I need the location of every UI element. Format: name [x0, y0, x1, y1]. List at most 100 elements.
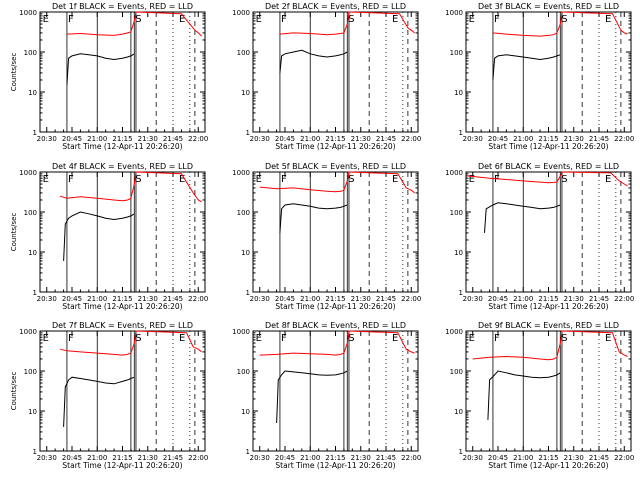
- x-tick-label: 21:30: [351, 454, 371, 462]
- series-line-black: [276, 370, 348, 424]
- y-tick-label: 10: [454, 89, 463, 97]
- panel-title: Det 6f BLACK = Events, RED = LLD: [478, 162, 619, 171]
- plot-frame: [252, 11, 419, 133]
- x-tick-label: 21:45: [376, 135, 396, 143]
- event-marker-label: E: [43, 14, 49, 25]
- series-line-red: [60, 171, 202, 203]
- event-marker-label: E: [179, 14, 185, 25]
- x-tick-label: 21:00: [87, 135, 107, 143]
- x-tick-label: 21:15: [325, 454, 345, 462]
- event-marker-label: F: [68, 14, 74, 25]
- x-tick-label: 22:00: [188, 295, 208, 303]
- event-marker-label: E: [605, 174, 611, 185]
- y-tick-label: 1000: [232, 328, 250, 336]
- x-tick-label: 21:15: [325, 135, 345, 143]
- detector-panel-5: Det 5f BLACK = Events, RED = LLD 1 10 100 10…: [232, 162, 421, 311]
- x-tick-label: 20:30: [250, 135, 270, 143]
- x-axis-label: Start Time (12-Apr-11 20:26:20): [275, 142, 395, 151]
- event-marker-label: F: [281, 174, 287, 185]
- detector-panel-4: Det 4f BLACK = Events, RED = LLD 1 10 100 10…: [10, 162, 208, 311]
- series-line-black: [492, 54, 561, 81]
- x-tick-label: 22:00: [401, 454, 421, 462]
- detector-panel-2: Det 2f BLACK = Events, RED = LLD 1 10 100 10…: [232, 2, 421, 151]
- x-tick-label: 21:30: [351, 135, 371, 143]
- x-tick-label: 20:45: [275, 135, 295, 143]
- y-tick-label: 10: [28, 89, 37, 97]
- y-tick-label: 1000: [232, 9, 250, 17]
- y-tick-label: 10: [28, 249, 37, 257]
- y-axis-label: Counts/sec: [10, 213, 18, 252]
- series-line-black: [63, 211, 135, 261]
- detector-panel-1: Det 1f BLACK = Events, RED = LLD 1 10 100 10…: [10, 2, 208, 151]
- x-axis-label: Start Time (12-Apr-11 20:26:20): [275, 302, 395, 311]
- x-tick-label: 21:00: [87, 295, 107, 303]
- event-marker-label: E: [256, 174, 262, 185]
- series-line-red: [259, 171, 415, 194]
- series-line-black: [279, 203, 348, 233]
- detector-panel-3: Det 3f BLACK = Events, RED = LLD 1 10 100 10…: [445, 2, 634, 151]
- event-marker-label: E: [605, 333, 611, 344]
- x-tick-label: 21:00: [300, 135, 320, 143]
- y-tick-label: 1: [246, 129, 250, 137]
- x-tick-label: 20:30: [37, 454, 57, 462]
- y-tick-label: 1: [459, 289, 463, 297]
- event-marker-label: S: [348, 333, 354, 344]
- x-axis-label: Start Time (12-Apr-11 20:26:20): [62, 302, 182, 311]
- series-line-red: [259, 330, 415, 356]
- x-axis-label: Start Time (12-Apr-11 20:26:20): [275, 461, 395, 470]
- x-axis-label: Start Time (12-Apr-11 20:26:20): [488, 302, 608, 311]
- x-tick-label: 20:30: [37, 295, 57, 303]
- series-line-red: [472, 330, 628, 361]
- y-tick-label: 1000: [445, 328, 463, 336]
- x-tick-label: 21:45: [589, 454, 609, 462]
- y-tick-label: 1: [459, 129, 463, 137]
- y-tick-label: 100: [237, 49, 250, 57]
- event-marker-label: F: [281, 14, 287, 25]
- event-marker-label: S: [135, 333, 141, 344]
- y-tick-label: 100: [24, 209, 37, 217]
- event-marker-label: S: [561, 333, 567, 344]
- x-tick-label: 21:15: [325, 295, 345, 303]
- x-tick-label: 20:45: [62, 454, 82, 462]
- x-tick-label: 21:45: [163, 454, 183, 462]
- x-tick-label: 22:00: [188, 454, 208, 462]
- x-tick-label: 21:30: [351, 295, 371, 303]
- panel-title: Det 3f BLACK = Events, RED = LLD: [478, 2, 619, 11]
- y-tick-label: 100: [24, 49, 37, 57]
- event-marker-label: F: [494, 14, 500, 25]
- panel-title: Det 7f BLACK = Events, RED = LLD: [52, 321, 193, 330]
- x-tick-label: 20:30: [463, 135, 483, 143]
- x-tick-label: 21:30: [564, 295, 584, 303]
- event-marker-label: E: [469, 174, 475, 185]
- y-tick-label: 1: [246, 289, 250, 297]
- event-marker-label: E: [605, 14, 611, 25]
- y-tick-label: 10: [454, 249, 463, 257]
- x-tick-label: 21:00: [513, 135, 533, 143]
- event-marker-label: E: [256, 333, 262, 344]
- y-tick-label: 10: [241, 408, 250, 416]
- x-tick-label: 21:45: [589, 295, 609, 303]
- detector-panel-9: Det 9f BLACK = Events, RED = LLD 1 10 100 10…: [445, 321, 634, 470]
- x-tick-label: 21:45: [163, 295, 183, 303]
- series-line-red: [492, 11, 628, 37]
- event-marker-label: E: [179, 174, 185, 185]
- x-tick-label: 20:45: [275, 454, 295, 462]
- panel-title: Det 4f BLACK = Events, RED = LLD: [52, 162, 193, 171]
- y-tick-label: 1000: [19, 328, 37, 336]
- x-tick-label: 22:00: [401, 135, 421, 143]
- x-tick-label: 20:45: [275, 295, 295, 303]
- x-tick-label: 21:15: [112, 454, 132, 462]
- y-tick-label: 1: [246, 448, 250, 456]
- plot-frame: [465, 171, 632, 293]
- x-tick-label: 21:45: [376, 454, 396, 462]
- x-tick-label: 20:45: [62, 295, 82, 303]
- detector-panel-8: Det 8f BLACK = Events, RED = LLD 1 10 100 10…: [232, 321, 421, 470]
- event-marker-label: E: [392, 174, 398, 185]
- detector-panel-6: Det 6f BLACK = Events, RED = LLD 1 10 100 10…: [445, 162, 634, 311]
- x-tick-label: 20:30: [463, 295, 483, 303]
- x-tick-label: 20:45: [62, 135, 82, 143]
- y-tick-label: 1: [33, 448, 37, 456]
- x-axis-label: Start Time (12-Apr-11 20:26:20): [62, 142, 182, 151]
- y-tick-label: 10: [454, 408, 463, 416]
